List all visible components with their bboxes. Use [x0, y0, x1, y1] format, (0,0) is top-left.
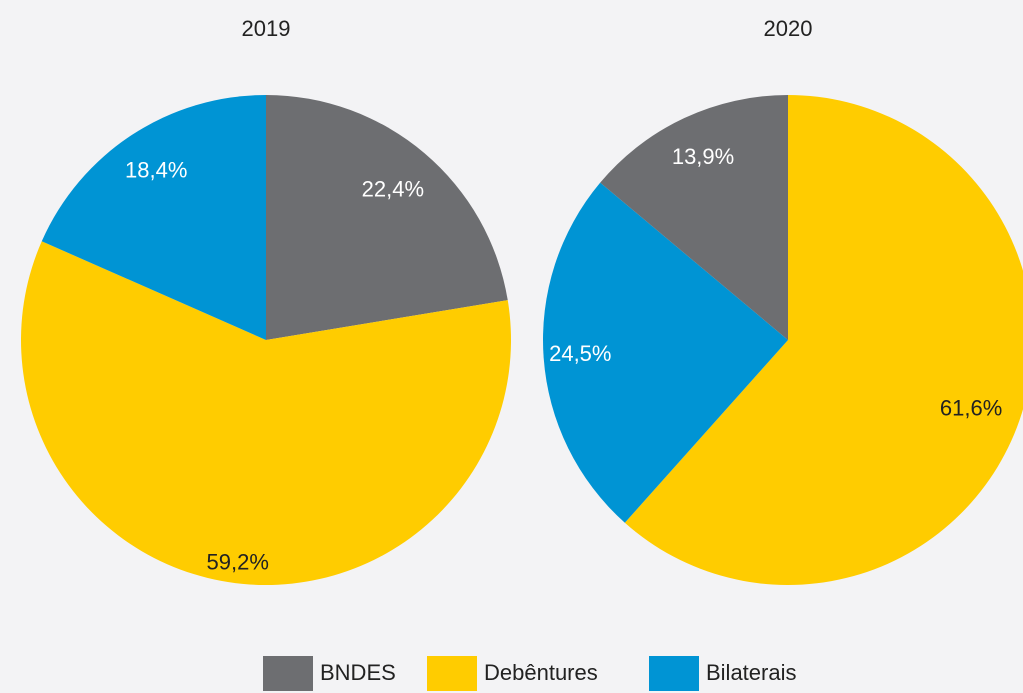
pie-slice — [20, 241, 512, 586]
chart-title: 2020 — [764, 16, 813, 41]
pie-slice — [266, 95, 508, 340]
legend-label: Debêntures — [484, 660, 598, 685]
data-label: 22,4% — [362, 176, 424, 201]
pie-slice — [624, 95, 1023, 585]
legend-swatch — [263, 656, 313, 691]
pie-slice — [600, 95, 788, 340]
data-label: 61,6% — [940, 396, 1002, 421]
legend-label: Bilaterais — [706, 660, 796, 685]
data-label: 18,4% — [125, 158, 187, 183]
pie-slice — [543, 182, 788, 523]
pie-slice — [41, 95, 266, 340]
legend-swatch — [649, 656, 699, 691]
data-label: 24,5% — [549, 341, 611, 366]
data-label: 59,2% — [207, 549, 269, 574]
legend-swatch — [427, 656, 477, 691]
chart-title: 2019 — [242, 16, 291, 41]
legend-label: BNDES — [320, 660, 396, 685]
data-label: 13,9% — [672, 144, 734, 169]
